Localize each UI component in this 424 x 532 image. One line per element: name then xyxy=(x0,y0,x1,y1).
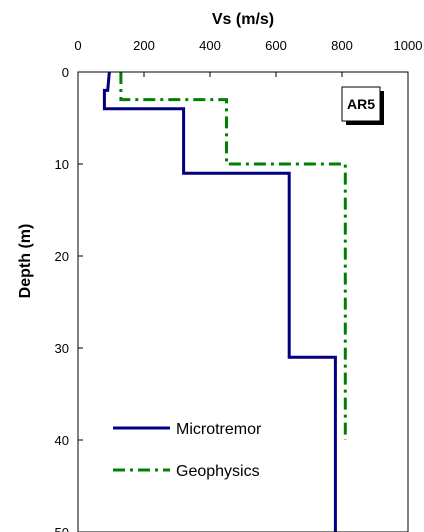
legend-label-microtremor: Microtremor xyxy=(176,421,262,438)
series-line-geophysics xyxy=(119,72,347,440)
y-tick-label: 40 xyxy=(55,433,69,448)
badge-label: AR5 xyxy=(347,96,375,112)
x-tick-label: 1000 xyxy=(394,38,423,53)
x-axis-title: Vs (m/s) xyxy=(212,11,274,28)
legend-label-geophysics: Geophysics xyxy=(176,463,260,480)
plot-frame xyxy=(77,71,409,532)
x-tick-label: 200 xyxy=(133,38,155,53)
x-tick-label: 400 xyxy=(199,38,221,53)
y-axis-title: Depth (m) xyxy=(17,224,34,299)
legend: Microtremor Geophysics xyxy=(113,421,262,480)
y-tick-label: 30 xyxy=(55,341,69,356)
y-axis-ticks: 0 10 20 30 40 50 xyxy=(55,65,83,532)
y-tick-label: 50 xyxy=(55,525,69,532)
x-tick-label: 600 xyxy=(265,38,287,53)
x-tick-label: 0 xyxy=(74,38,81,53)
series-line-microtremor xyxy=(102,71,337,532)
x-axis-ticks: 0 200 400 600 800 1000 xyxy=(74,38,422,77)
x-tick-label: 800 xyxy=(331,38,353,53)
series-layer xyxy=(102,71,347,532)
y-tick-label: 20 xyxy=(55,249,69,264)
y-tick-label: 10 xyxy=(55,157,69,172)
badge-box xyxy=(341,86,381,122)
ar5-badge: AR5 xyxy=(341,86,384,125)
y-tick-label: 0 xyxy=(62,65,69,80)
